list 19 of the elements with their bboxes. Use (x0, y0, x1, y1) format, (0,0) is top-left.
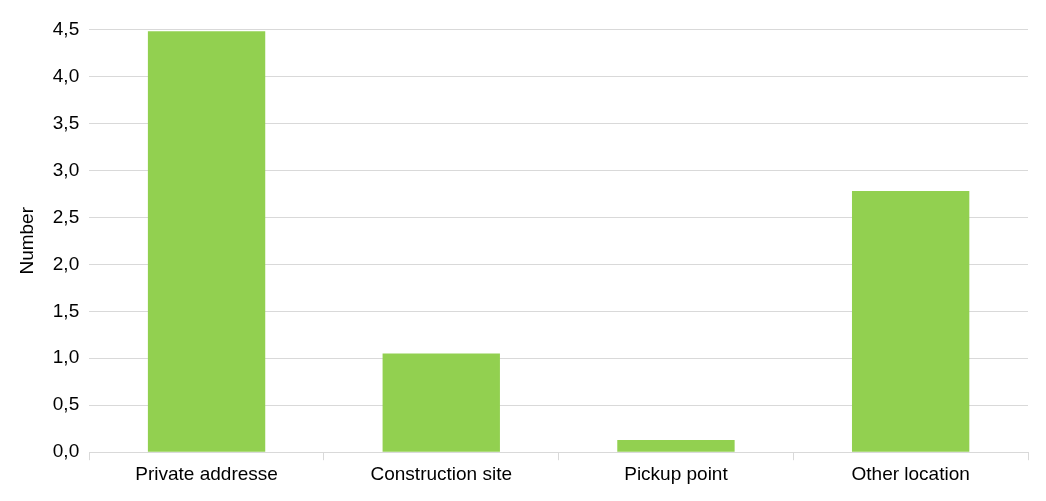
bar (382, 353, 500, 452)
y-axis-title: Number (15, 206, 37, 275)
y-tick-label: 2,5 (52, 205, 80, 227)
y-tick-label: 3,0 (52, 158, 80, 180)
y-tick-label: 1,5 (52, 299, 80, 321)
x-tick-label: Pickup point (624, 462, 729, 484)
bar (147, 31, 266, 452)
bar (851, 191, 970, 452)
y-tick-label: 4,5 (52, 17, 80, 39)
y-tick-label: 1,0 (52, 346, 80, 368)
y-tick-label: 2,0 (52, 252, 80, 274)
x-tick-label: Construction site (370, 462, 513, 484)
y-tick-label: 0,0 (52, 440, 80, 462)
y-tick-label: 4,0 (52, 64, 80, 86)
x-tick-label: Other location (851, 462, 970, 484)
y-tick-label: 0,5 (52, 393, 80, 415)
bar (617, 439, 735, 452)
x-tick-label: Private addresse (135, 462, 278, 484)
y-tick-label: 3,5 (52, 111, 80, 133)
